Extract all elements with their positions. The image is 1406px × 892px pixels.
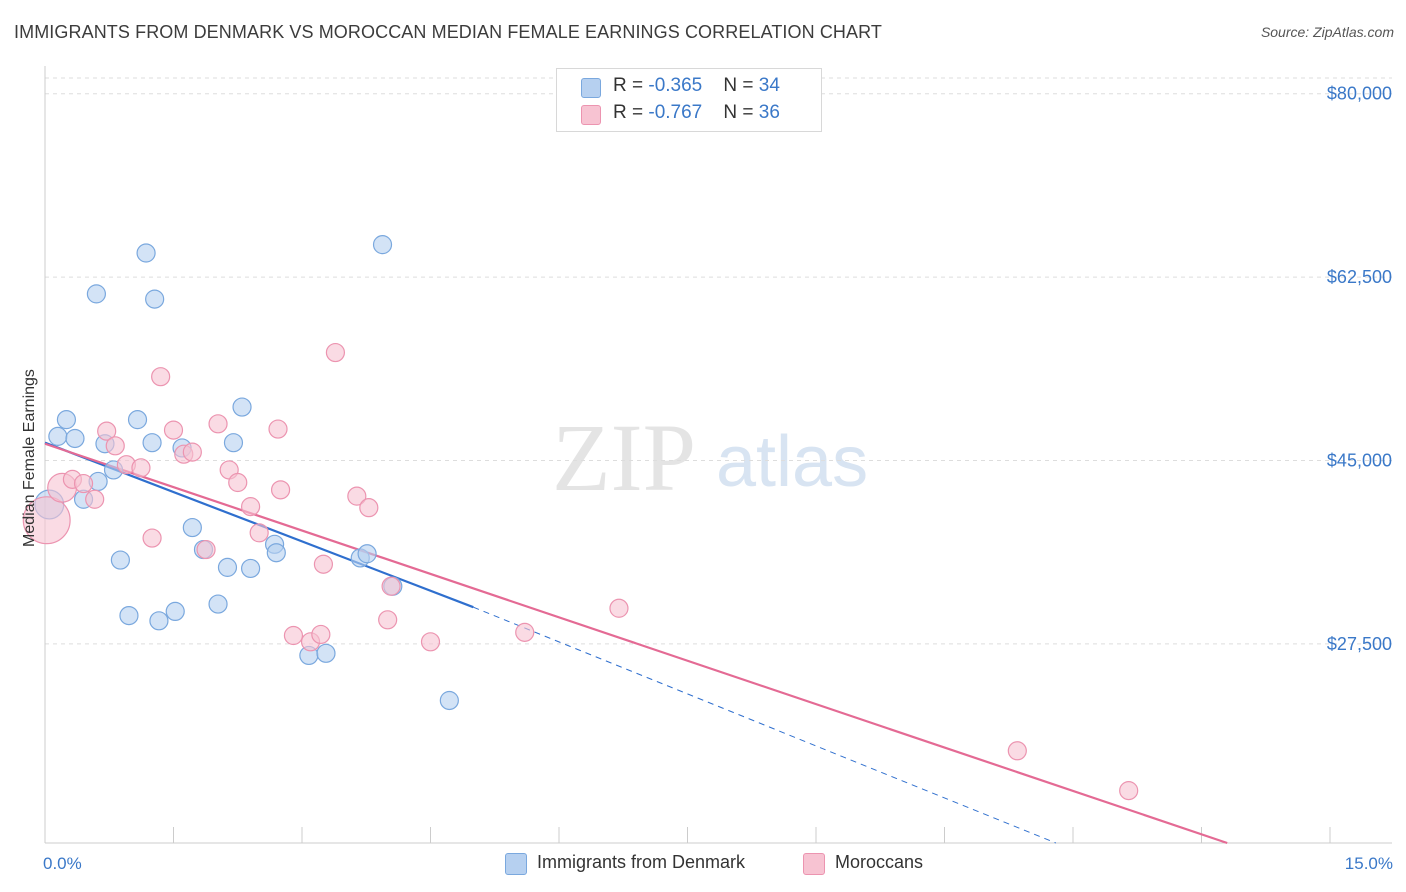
point-denmark — [357, 544, 377, 564]
point-moroccans — [270, 480, 291, 500]
bottom-legend-swatch-blue — [505, 853, 527, 875]
point-denmark — [208, 594, 228, 614]
point-moroccans — [196, 539, 216, 560]
point-moroccans — [241, 497, 261, 517]
point-moroccans — [1119, 781, 1139, 801]
point-denmark — [316, 643, 336, 663]
point-moroccans — [420, 632, 441, 652]
y-tick-label: $80,000 — [1327, 84, 1392, 104]
point-moroccans — [515, 622, 535, 642]
chart-source: Source: ZipAtlas.com — [1260, 24, 1394, 40]
point-denmark — [223, 433, 244, 453]
point-moroccans — [268, 419, 288, 439]
point-moroccans — [347, 486, 367, 506]
legend-swatch-blue — [581, 78, 601, 98]
x-tick-label-start: 0.0% — [43, 854, 82, 873]
point-denmark — [119, 605, 139, 626]
watermark-zip: ZIP — [552, 404, 696, 511]
point-denmark — [48, 426, 68, 446]
point-denmark — [241, 558, 261, 579]
point-denmark — [217, 557, 238, 577]
point-denmark — [149, 611, 169, 631]
legend-n-value: 34 — [758, 75, 780, 96]
legend-r-value: -0.365 — [648, 75, 703, 96]
point-moroccans — [311, 624, 331, 645]
point-moroccans — [313, 554, 334, 574]
legend-r-value: -0.767 — [648, 102, 703, 123]
correlation-legend: R = -0.365 N = 34 R = -0.767 N = 36 — [556, 68, 822, 132]
point-moroccans — [142, 528, 162, 548]
point-denmark — [56, 410, 77, 430]
y-tick-label: $62,500 — [1327, 267, 1392, 287]
point-moroccans — [378, 610, 398, 630]
point-moroccans — [182, 442, 202, 462]
bottom-legend-label-denmark: Immigrants from Denmark — [537, 852, 746, 872]
bottom-legend-label-moroccans: Moroccans — [835, 852, 924, 872]
y-tick-label: $27,500 — [1327, 634, 1392, 654]
point-moroccans — [73, 473, 94, 494]
point-moroccans — [105, 436, 125, 456]
point-denmark — [165, 601, 185, 622]
y-axis-title: Median Female Earnings — [21, 369, 38, 547]
point-moroccans — [325, 342, 346, 363]
watermark-atlas: atlas — [716, 422, 868, 502]
legend-text-denmark: R = -0.365 N = 34 — [613, 75, 780, 97]
point-moroccans — [208, 414, 228, 434]
point-moroccans — [249, 523, 269, 543]
point-denmark — [439, 690, 459, 711]
point-moroccans — [131, 458, 151, 478]
point-denmark — [232, 397, 252, 417]
y-tick-label: $45,000 — [1327, 451, 1392, 471]
legend-text-moroccans: R = -0.767 N = 36 — [613, 102, 780, 124]
point-denmark — [86, 284, 107, 304]
trend-extension-denmark — [473, 606, 1057, 844]
point-moroccans — [97, 421, 117, 441]
tick-labels: $27,500 $45,000 $62,500 $80,000 0.0% 15.0% — [43, 84, 1393, 873]
legend-n-label: N = — [723, 75, 759, 96]
gridlines — [45, 77, 1392, 645]
point-moroccans — [283, 625, 304, 646]
legend-r-label: R = — [613, 75, 649, 96]
point-moroccans — [163, 420, 184, 440]
data-points — [22, 235, 1139, 801]
point-denmark — [182, 517, 202, 538]
point-denmark — [127, 410, 148, 430]
point-denmark — [110, 550, 130, 570]
chart-title: IMMIGRANTS FROM DENMARK VS MOROCCAN MEDI… — [14, 22, 883, 42]
point-denmark — [65, 428, 85, 449]
point-denmark — [266, 543, 286, 563]
point-denmark — [142, 433, 162, 453]
point-denmark — [136, 243, 156, 263]
point-moroccans — [22, 496, 71, 545]
point-moroccans — [151, 367, 171, 387]
legend-swatch-pink — [581, 105, 601, 125]
point-moroccans — [228, 472, 248, 493]
legend-n-value: 36 — [758, 102, 780, 123]
axes — [44, 66, 1392, 844]
watermark: ZIP atlas — [552, 404, 868, 511]
point-moroccans — [1007, 741, 1027, 761]
point-moroccans — [359, 498, 379, 518]
legend-n-label: N = — [723, 102, 759, 123]
point-moroccans — [85, 489, 105, 509]
point-moroccans — [609, 598, 629, 618]
bottom-legend-swatch-pink — [803, 853, 825, 875]
x-tick-label-end: 15.0% — [1345, 854, 1393, 873]
point-denmark — [145, 289, 165, 309]
point-moroccans — [381, 576, 401, 596]
point-denmark — [372, 235, 393, 255]
legend-r-label: R = — [613, 102, 649, 123]
